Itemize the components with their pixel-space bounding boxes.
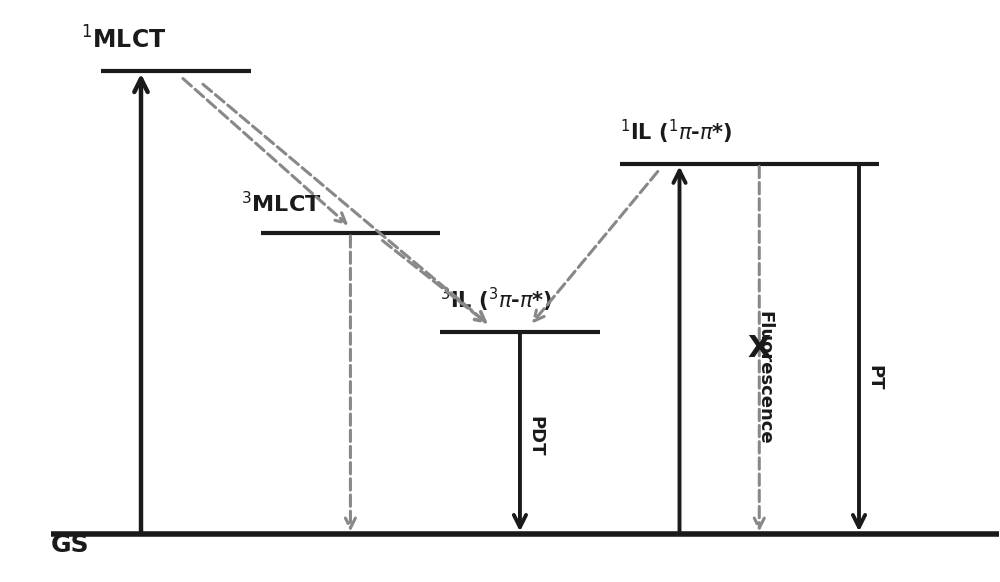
Text: PT: PT xyxy=(865,365,883,391)
Text: PDT: PDT xyxy=(526,416,544,456)
Text: X: X xyxy=(748,335,771,363)
Text: $^1$MLCT: $^1$MLCT xyxy=(81,26,167,54)
Text: $^3$MLCT: $^3$MLCT xyxy=(241,190,321,216)
Text: GS: GS xyxy=(51,534,90,558)
Text: Fluorescence: Fluorescence xyxy=(755,311,773,445)
Text: $^1$IL ($^1\pi$-$\pi$*): $^1$IL ($^1\pi$-$\pi$*) xyxy=(620,118,732,146)
Text: $^3$IL ($^3\pi$-$\pi$*): $^3$IL ($^3\pi$-$\pi$*) xyxy=(440,286,553,314)
